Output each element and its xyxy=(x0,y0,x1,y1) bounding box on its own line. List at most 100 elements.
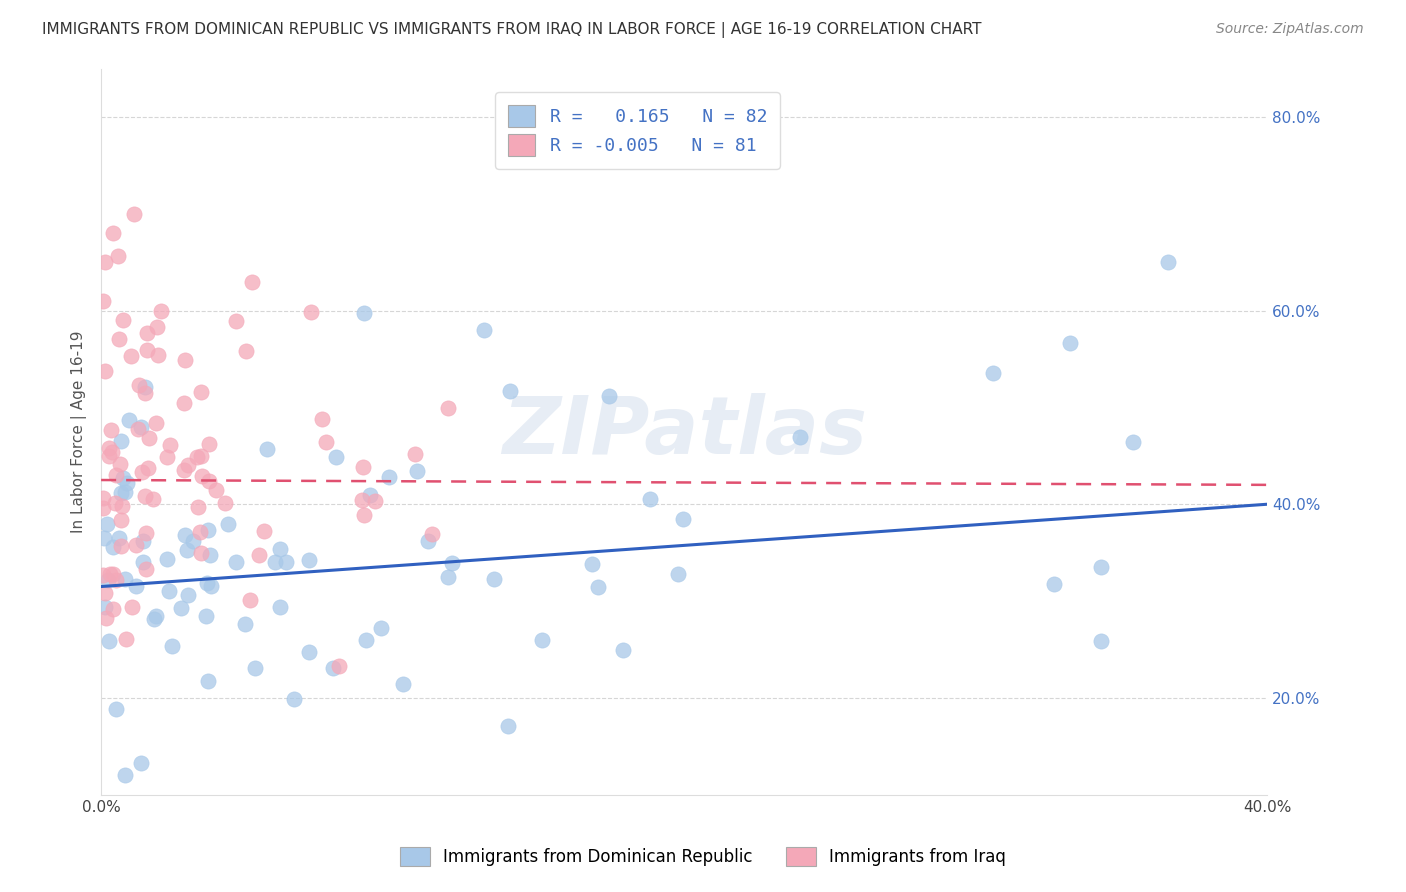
Point xyxy=(173,396,195,410)
Point xyxy=(392,677,415,691)
Legend: R =   0.165   N = 82, R = -0.005   N = 81: R = 0.165 N = 82, R = -0.005 N = 81 xyxy=(495,92,780,169)
Point xyxy=(173,463,195,477)
Point xyxy=(108,332,131,346)
Point xyxy=(156,450,179,465)
Point xyxy=(217,516,239,531)
Point xyxy=(135,562,157,576)
Point xyxy=(111,471,134,485)
Point xyxy=(315,435,337,450)
Point xyxy=(111,313,134,327)
Point xyxy=(101,567,124,582)
Point xyxy=(274,555,297,569)
Point xyxy=(1156,255,1178,269)
Point xyxy=(437,569,460,583)
Point xyxy=(789,430,811,444)
Point xyxy=(91,501,114,516)
Point xyxy=(142,492,165,507)
Point xyxy=(1122,435,1144,450)
Point xyxy=(134,380,156,394)
Point xyxy=(115,475,138,490)
Point xyxy=(93,532,115,546)
Point xyxy=(364,494,387,508)
Point xyxy=(145,416,167,430)
Point xyxy=(197,673,219,688)
Point xyxy=(107,531,129,545)
Point xyxy=(283,692,305,706)
Point xyxy=(612,642,634,657)
Point xyxy=(125,579,148,593)
Point xyxy=(299,305,322,319)
Y-axis label: In Labor Force | Age 16-19: In Labor Force | Age 16-19 xyxy=(72,330,87,533)
Point xyxy=(190,384,212,399)
Point xyxy=(114,632,136,647)
Point xyxy=(1042,576,1064,591)
Point xyxy=(94,364,117,378)
Point xyxy=(150,303,173,318)
Point xyxy=(143,612,166,626)
Point xyxy=(422,527,444,541)
Point xyxy=(981,366,1004,380)
Point xyxy=(135,525,157,540)
Point xyxy=(322,660,344,674)
Point xyxy=(98,567,121,582)
Point xyxy=(197,523,219,537)
Point xyxy=(297,645,319,659)
Point xyxy=(103,226,125,240)
Point xyxy=(108,457,131,471)
Point xyxy=(247,548,270,562)
Point xyxy=(146,320,169,334)
Point xyxy=(298,553,321,567)
Point xyxy=(96,516,118,531)
Point xyxy=(638,491,661,506)
Text: ZIPatlas: ZIPatlas xyxy=(502,392,866,471)
Point xyxy=(194,609,217,624)
Point xyxy=(129,756,152,770)
Point xyxy=(156,552,179,566)
Point xyxy=(225,555,247,569)
Point xyxy=(138,431,160,445)
Point xyxy=(472,323,495,337)
Point xyxy=(176,542,198,557)
Point xyxy=(190,449,212,463)
Point xyxy=(136,343,159,358)
Point xyxy=(191,469,214,483)
Point xyxy=(499,384,522,398)
Point xyxy=(121,600,143,615)
Point xyxy=(97,442,120,456)
Point xyxy=(174,353,197,368)
Point xyxy=(94,599,117,614)
Point xyxy=(131,420,153,434)
Point xyxy=(404,447,426,461)
Point xyxy=(110,513,132,527)
Point xyxy=(110,434,132,448)
Point xyxy=(118,413,141,427)
Point xyxy=(311,412,333,426)
Point xyxy=(243,661,266,675)
Point xyxy=(354,632,377,647)
Point xyxy=(131,465,153,479)
Point xyxy=(359,487,381,501)
Point xyxy=(406,464,429,478)
Point xyxy=(498,718,520,732)
Point xyxy=(370,621,392,635)
Point xyxy=(136,326,159,341)
Point xyxy=(200,579,222,593)
Point xyxy=(1059,336,1081,351)
Point xyxy=(418,533,440,548)
Point xyxy=(114,485,136,500)
Point xyxy=(269,600,291,615)
Point xyxy=(134,385,156,400)
Point xyxy=(160,639,183,653)
Point xyxy=(101,541,124,555)
Point xyxy=(1090,559,1112,574)
Point xyxy=(233,617,256,632)
Point xyxy=(1090,633,1112,648)
Point xyxy=(91,491,114,505)
Point xyxy=(235,344,257,359)
Point xyxy=(145,608,167,623)
Text: Source: ZipAtlas.com: Source: ZipAtlas.com xyxy=(1216,22,1364,37)
Point xyxy=(105,702,128,716)
Point xyxy=(104,495,127,509)
Point xyxy=(177,458,200,472)
Point xyxy=(239,592,262,607)
